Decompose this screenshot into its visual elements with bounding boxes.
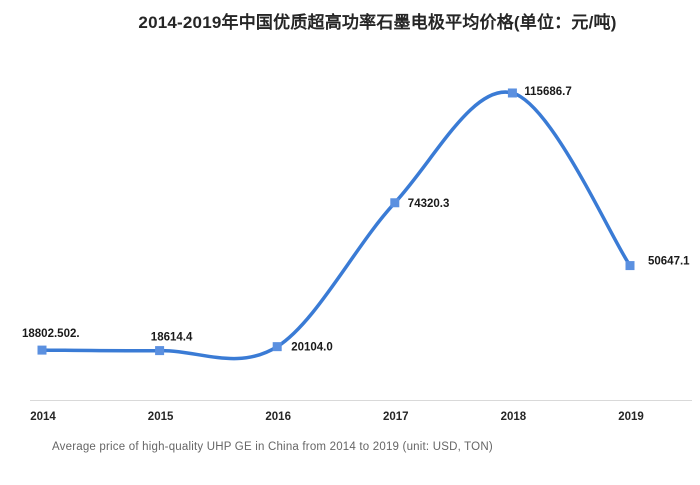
x-tick-label-2014: 2014 [30, 411, 56, 423]
data-point-marker-2017 [390, 198, 400, 208]
data-point-marker-2016 [272, 342, 282, 352]
data-point-label-2018: 115686.7 [524, 86, 571, 98]
data-point-label-2014: 18802.502. [22, 328, 80, 340]
price-line-series [40, 90, 632, 361]
x-tick-label-2015: 2015 [148, 411, 174, 423]
x-tick-label-2016: 2016 [265, 411, 291, 423]
data-point-marker-2014 [37, 345, 47, 355]
x-tick-label-2018: 2018 [501, 411, 527, 423]
data-point-label-2016: 20104.0 [291, 342, 333, 354]
chart-title: 2014-2019年中国优质超高功率石墨电极平均价格(单位：元/吨) [138, 13, 617, 32]
data-point-label-2019: 50647.1 [648, 256, 690, 268]
x-tick-label-2017: 2017 [383, 411, 409, 423]
data-point-label-2015: 18614.4 [151, 332, 193, 344]
chart-caption: Average price of high-quality UHP GE in … [52, 441, 493, 453]
data-point-marker-2015 [155, 346, 165, 356]
data-point-label-2017: 74320.3 [408, 198, 450, 210]
data-point-marker-2019 [625, 261, 635, 271]
data-point-marker-2018 [507, 88, 517, 98]
x-tick-label-2019: 2019 [618, 411, 644, 423]
